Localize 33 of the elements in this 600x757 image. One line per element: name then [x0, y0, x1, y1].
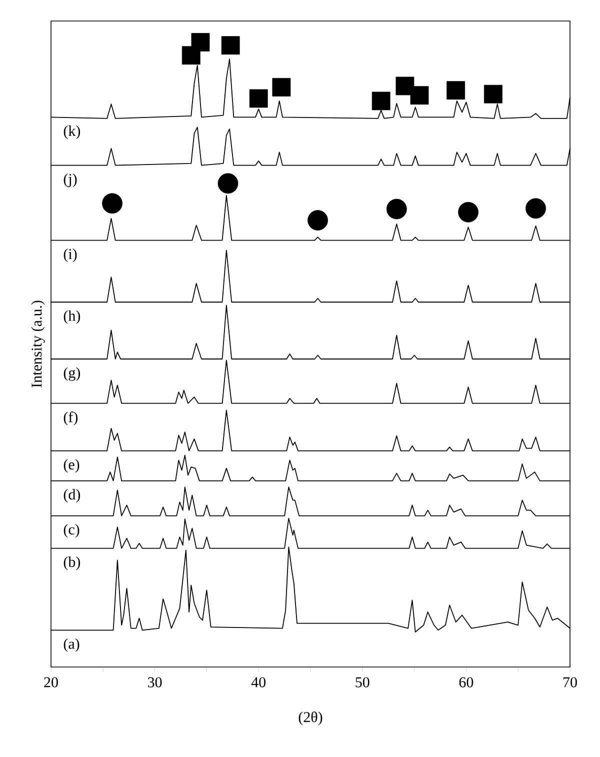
- point: [458, 202, 478, 222]
- point: [446, 81, 466, 100]
- x-tick-label: 40: [251, 677, 266, 688]
- point: [221, 36, 240, 55]
- x-tick-label: 50: [356, 677, 370, 688]
- series-label: (j): [64, 174, 77, 188]
- series-label: (d): [64, 489, 80, 503]
- point: [191, 33, 210, 52]
- series-label: (k): [64, 125, 80, 139]
- x-tick-label: 60: [459, 677, 474, 688]
- point: [249, 89, 268, 108]
- point: [308, 210, 328, 230]
- point: [102, 193, 122, 214]
- series-label: (i): [64, 248, 77, 262]
- point: [372, 92, 390, 110]
- point: [526, 198, 546, 219]
- x-tick-label: 20: [44, 677, 58, 688]
- series-label: (g): [64, 367, 80, 381]
- x-tick-label: 70: [563, 677, 577, 688]
- y-axis-title: Intensity (a.u.): [31, 300, 45, 388]
- x-tick-label: 30: [148, 677, 162, 688]
- series-label: (c): [64, 524, 80, 538]
- point: [484, 84, 502, 104]
- series-label: (h): [64, 310, 80, 324]
- series-label: (e): [64, 459, 80, 473]
- point: [218, 173, 238, 194]
- point: [386, 198, 407, 220]
- x-axis-title: (2θ): [298, 712, 322, 726]
- series-label: (f): [64, 412, 78, 426]
- series-label: (b): [64, 556, 80, 570]
- point: [410, 86, 429, 105]
- series-label: (a): [64, 638, 80, 652]
- point: [272, 78, 291, 96]
